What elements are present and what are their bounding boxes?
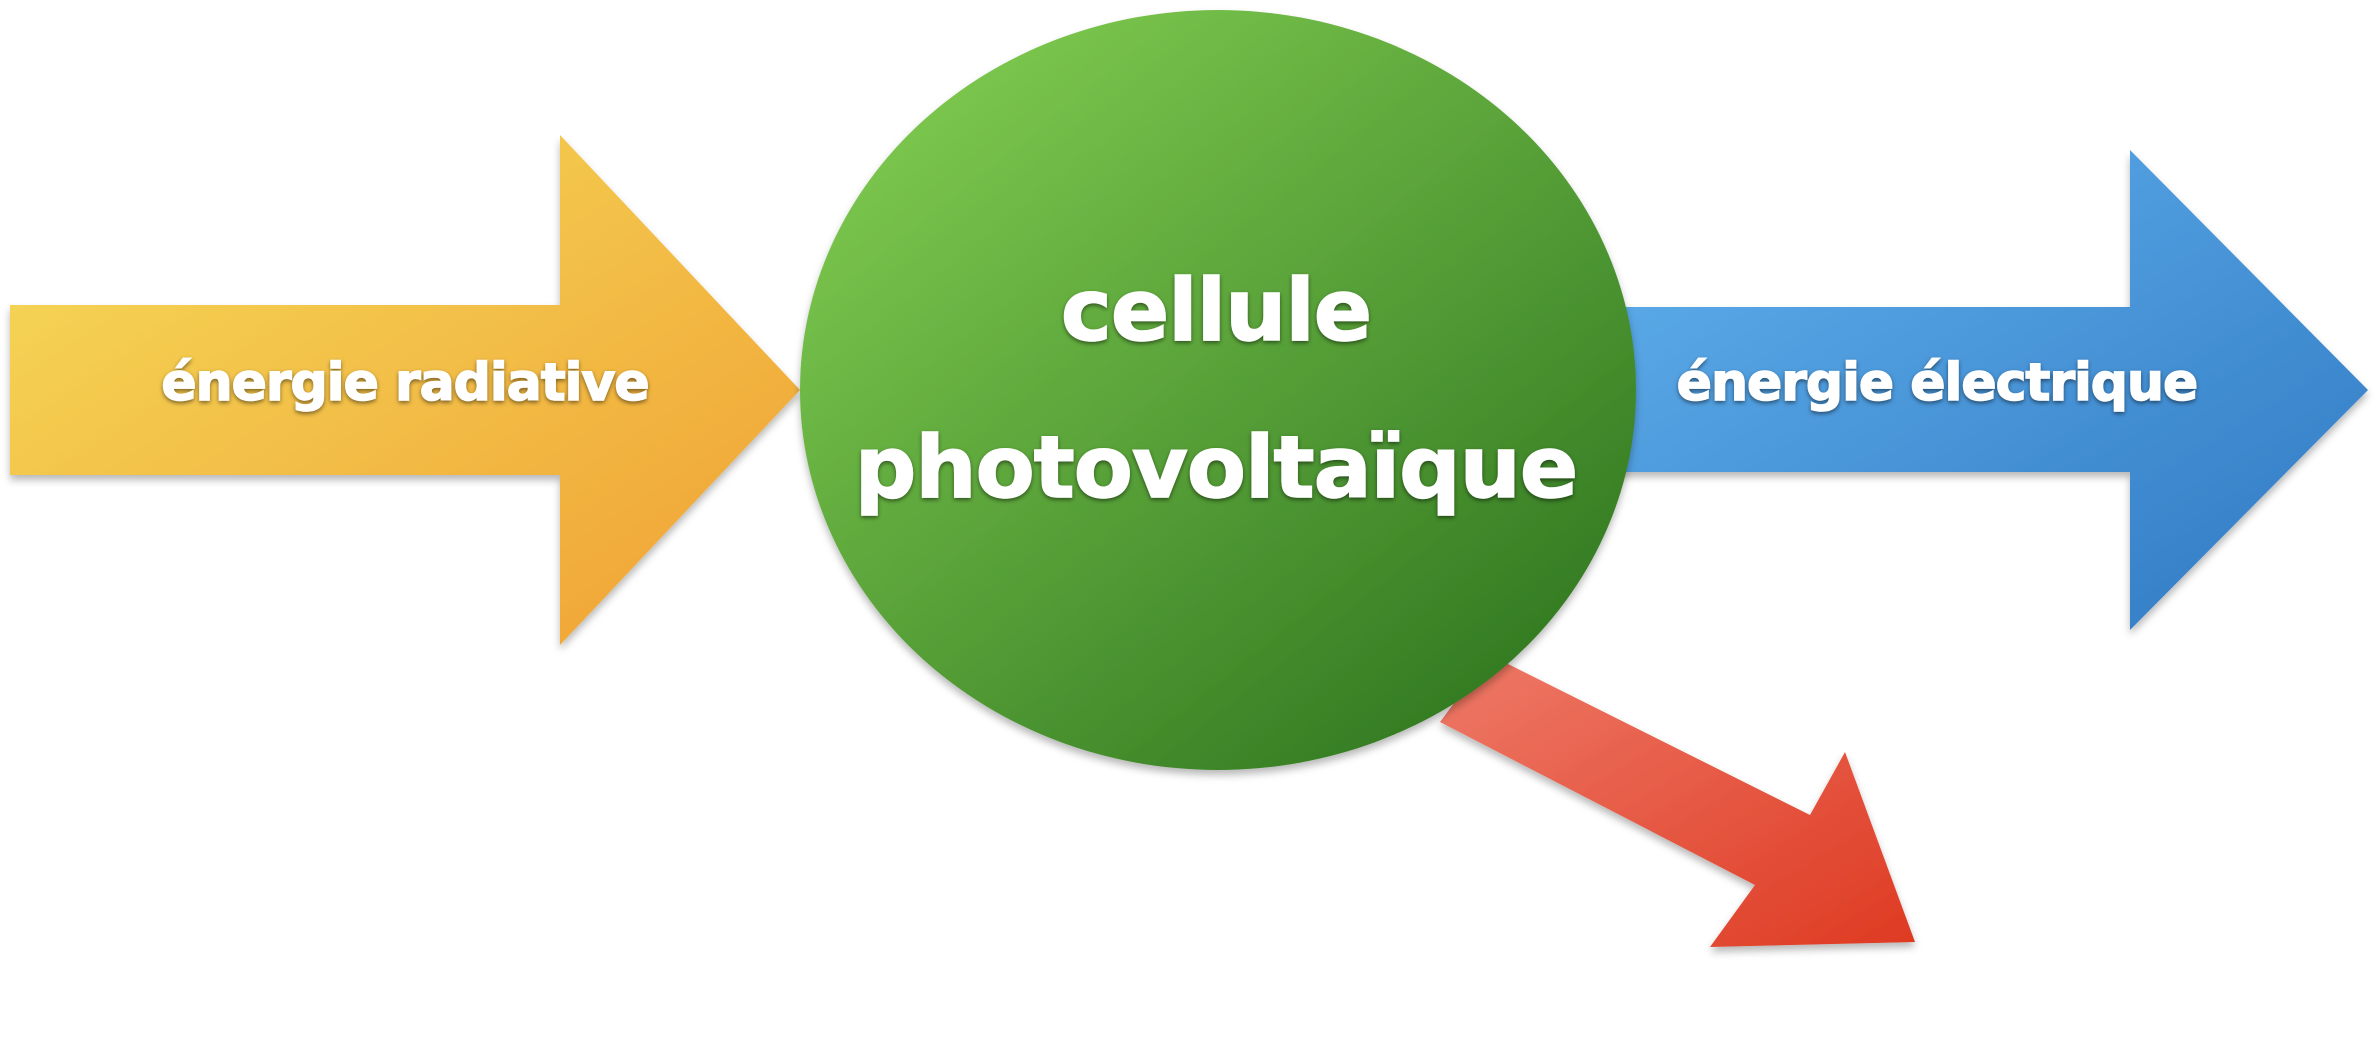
center-label-line2: photovoltaïque	[855, 418, 1577, 518]
input-arrow	[10, 135, 800, 645]
center-label-line1: cellule	[1061, 261, 1371, 361]
input-arrow-label: énergie radiative	[161, 353, 648, 413]
output-arrow-label: énergie électrique	[1677, 353, 2198, 413]
output-arrow	[1600, 150, 2368, 630]
photovoltaic-cell-circle	[800, 10, 1636, 770]
loss-arrow	[1440, 655, 1915, 947]
